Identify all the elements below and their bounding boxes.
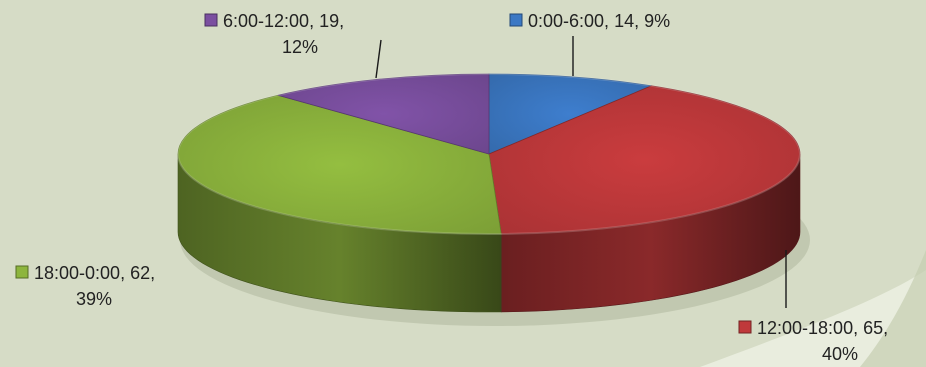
data-label-1-line2: 40% [822, 344, 858, 364]
pie-slice-3[interactable] [277, 73, 490, 155]
data-label-2: 18:00-0:00, 62, [34, 263, 155, 283]
background-swoosh-edge [860, 250, 926, 367]
label-key-3 [204, 13, 218, 27]
pie-slice-0[interactable] [488, 73, 653, 155]
label-key-1 [738, 320, 752, 334]
pie-rim [177, 73, 801, 235]
pie-slice-1[interactable] [488, 85, 801, 235]
data-label-1: 12:00-18:00, 65, [757, 318, 888, 338]
background-swoosh [700, 270, 926, 367]
data-label-0: 0:00-6:00, 14, 9% [528, 11, 670, 31]
label-key-2 [15, 265, 29, 279]
data-label-2-line2: 39% [76, 289, 112, 309]
data-label-3: 6:00-12:00, 19, [223, 11, 344, 31]
data-label-3-line2: 12% [282, 37, 318, 57]
label-key-0 [509, 13, 523, 27]
pie-slice-2[interactable] [177, 94, 502, 235]
leader-line-3 [375, 39, 382, 79]
